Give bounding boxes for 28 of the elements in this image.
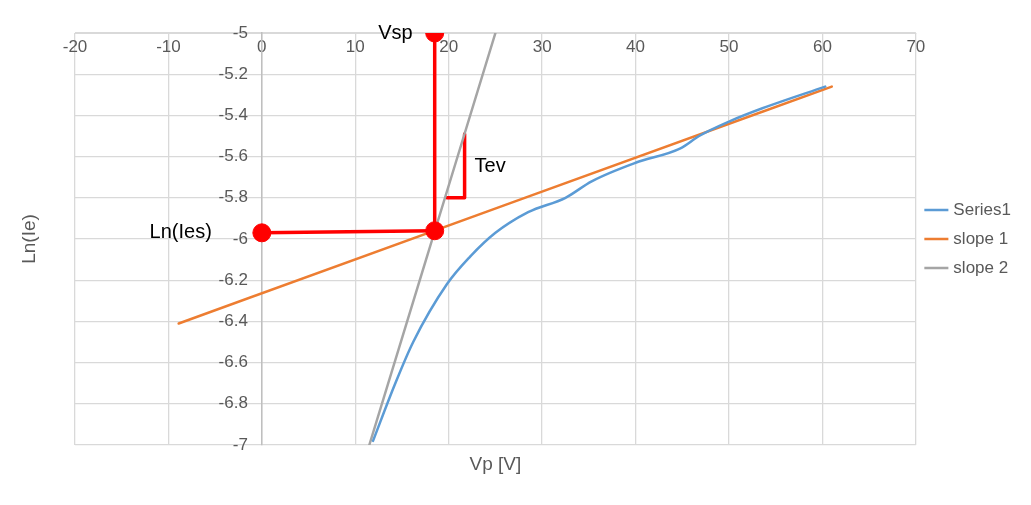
legend-label: slope 1 <box>953 228 1009 248</box>
y-axis-title: Ln(Ie) <box>18 214 40 264</box>
y-tick-label: -6.2 <box>218 269 248 289</box>
y-tick-label: -6.8 <box>218 393 248 413</box>
x-tick-label: 10 <box>345 36 365 56</box>
y-tick-label: -5.8 <box>218 187 248 207</box>
y-tick-label: -6.4 <box>218 311 248 331</box>
x-tick-label: 60 <box>812 36 832 56</box>
y-tick-label: -6 <box>232 228 248 248</box>
legend-label: Series1 <box>953 199 1011 219</box>
x-tick-label: 20 <box>439 36 459 56</box>
y-tick-label: -6.6 <box>218 352 248 372</box>
annotation: Ln(Ies) <box>149 220 212 243</box>
legend-label: slope 2 <box>953 257 1009 277</box>
y-tick-label: -7 <box>232 434 248 454</box>
annotation: Tev <box>474 154 506 177</box>
x-tick-label: 70 <box>906 36 926 56</box>
x-tick-label: 30 <box>532 36 552 56</box>
x-axis-title: Vp [V] <box>469 453 522 475</box>
annotation: Vsp <box>378 20 413 43</box>
x-tick-label: 40 <box>626 36 646 56</box>
y-tick-label: -5.6 <box>218 146 248 166</box>
x-tick-label: -20 <box>62 36 88 56</box>
y-tick-label: -5.4 <box>218 105 248 125</box>
x-tick-label: -10 <box>156 36 181 56</box>
y-tick-label: -5.2 <box>218 63 248 83</box>
y-tick-label: -5 <box>232 22 248 42</box>
x-tick-label: 50 <box>719 36 739 56</box>
